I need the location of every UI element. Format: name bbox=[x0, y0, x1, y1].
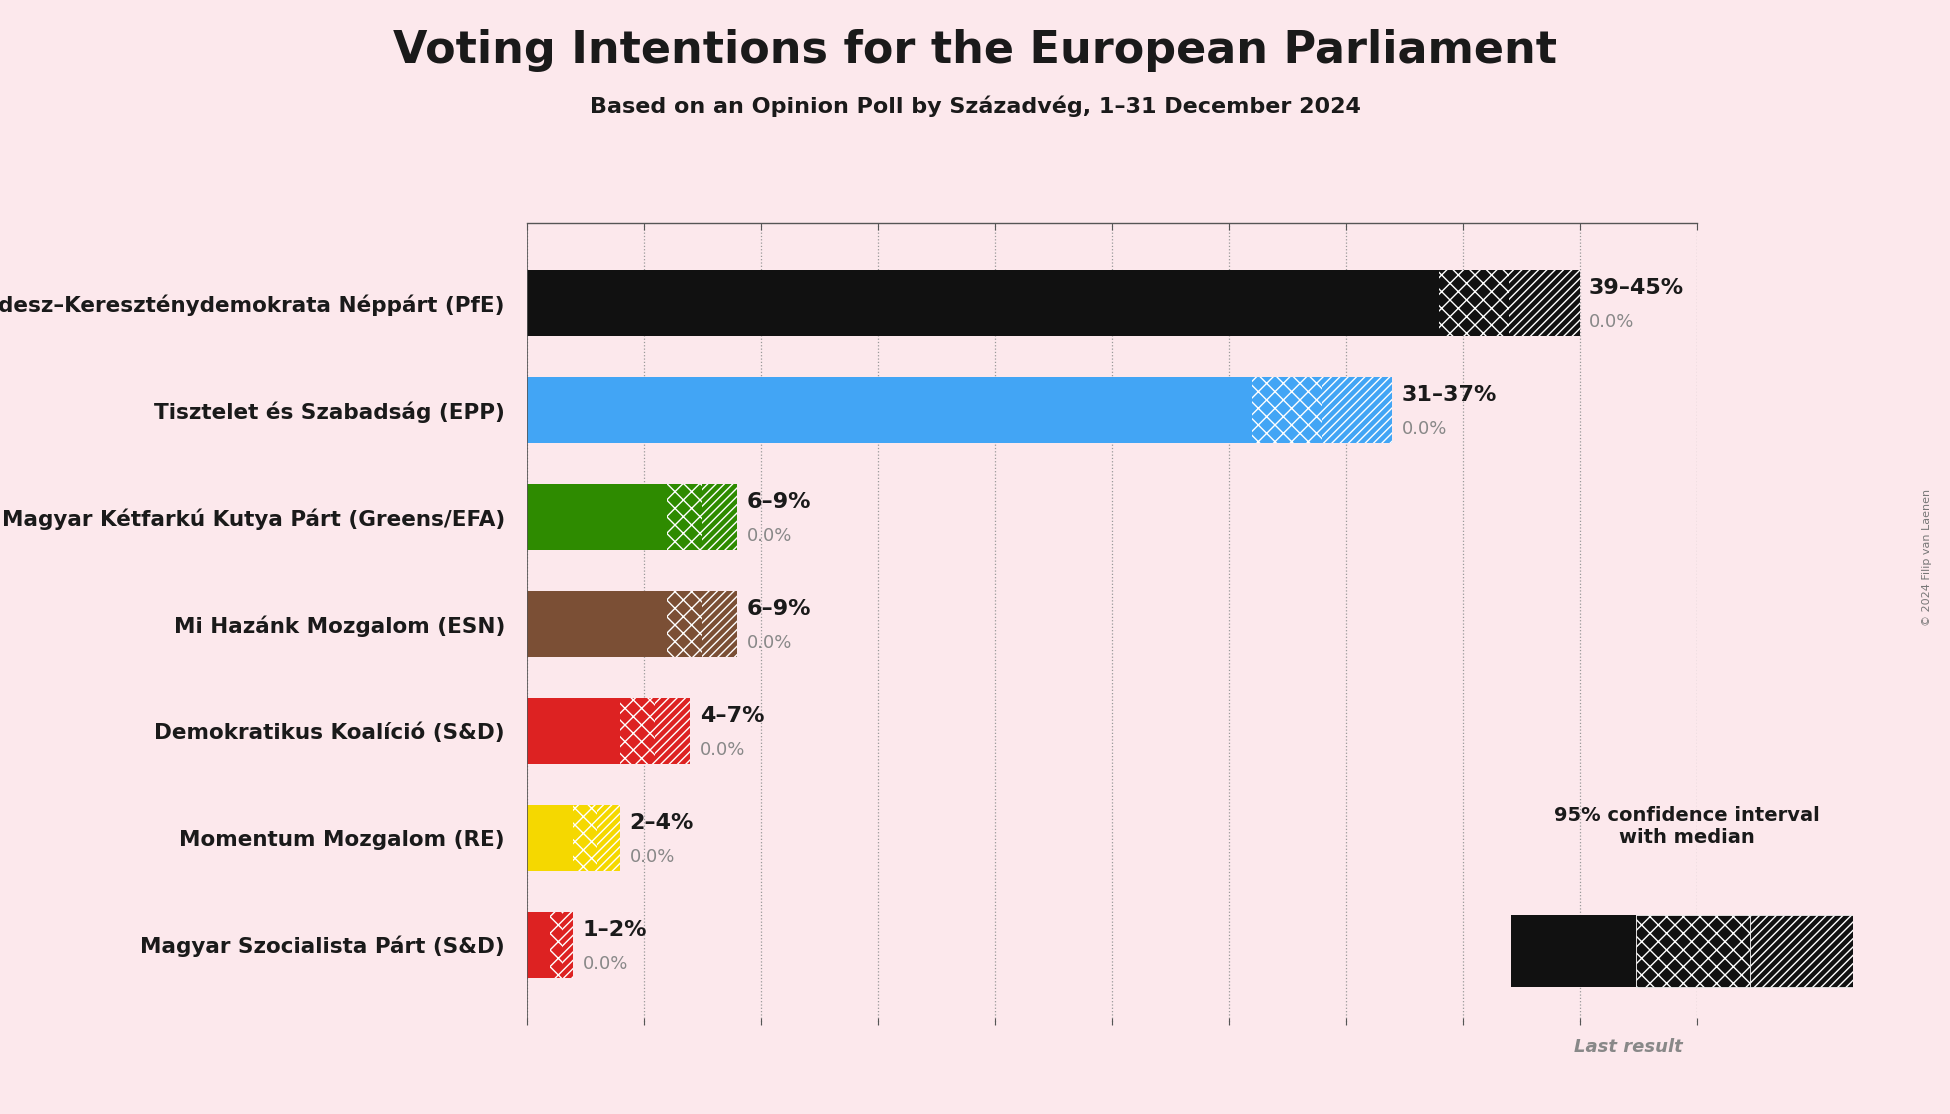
Bar bbox=[1509, 270, 1580, 336]
Bar bbox=[1322, 377, 1392, 443]
Text: 0.0%: 0.0% bbox=[700, 741, 745, 759]
Bar bbox=[526, 911, 550, 978]
Bar bbox=[526, 590, 667, 657]
Bar bbox=[1511, 916, 1636, 987]
Bar bbox=[620, 697, 655, 764]
Bar bbox=[526, 270, 1439, 336]
Bar bbox=[667, 590, 702, 657]
Text: 0.0%: 0.0% bbox=[1589, 313, 1634, 331]
Text: 31–37%: 31–37% bbox=[1402, 385, 1498, 405]
Text: 0.0%: 0.0% bbox=[1402, 420, 1447, 438]
Text: 0.0%: 0.0% bbox=[583, 955, 628, 973]
Bar bbox=[526, 377, 1252, 443]
Bar bbox=[702, 590, 737, 657]
Text: Voting Intentions for the European Parliament: Voting Intentions for the European Parli… bbox=[394, 29, 1556, 71]
Text: 2–4%: 2–4% bbox=[630, 813, 694, 833]
Text: 39–45%: 39–45% bbox=[1589, 278, 1685, 299]
Bar bbox=[562, 911, 573, 978]
Bar bbox=[1751, 916, 1852, 987]
Bar bbox=[1439, 270, 1509, 336]
Text: Based on an Opinion Poll by Századvég, 1–31 December 2024: Based on an Opinion Poll by Századvég, 1… bbox=[589, 95, 1361, 117]
Text: 0.0%: 0.0% bbox=[747, 634, 792, 652]
Text: 0.0%: 0.0% bbox=[630, 848, 675, 866]
Text: 6–9%: 6–9% bbox=[747, 492, 811, 512]
Bar bbox=[550, 911, 562, 978]
Bar bbox=[526, 697, 620, 764]
Bar bbox=[526, 804, 573, 871]
Text: Last result: Last result bbox=[1574, 1038, 1683, 1056]
Bar bbox=[655, 697, 690, 764]
Text: 95% confidence interval
with median: 95% confidence interval with median bbox=[1554, 805, 1819, 847]
Text: © 2024 Filip van Laenen: © 2024 Filip van Laenen bbox=[1921, 488, 1932, 626]
Bar bbox=[702, 483, 737, 550]
Text: 1–2%: 1–2% bbox=[583, 920, 647, 940]
Bar bbox=[1636, 916, 1751, 987]
Bar bbox=[597, 804, 620, 871]
Bar bbox=[573, 804, 597, 871]
Bar bbox=[1252, 377, 1322, 443]
Text: 0.0%: 0.0% bbox=[747, 527, 792, 545]
Text: 4–7%: 4–7% bbox=[700, 706, 764, 726]
Text: 6–9%: 6–9% bbox=[747, 599, 811, 619]
Bar bbox=[526, 483, 667, 550]
Bar bbox=[667, 483, 702, 550]
